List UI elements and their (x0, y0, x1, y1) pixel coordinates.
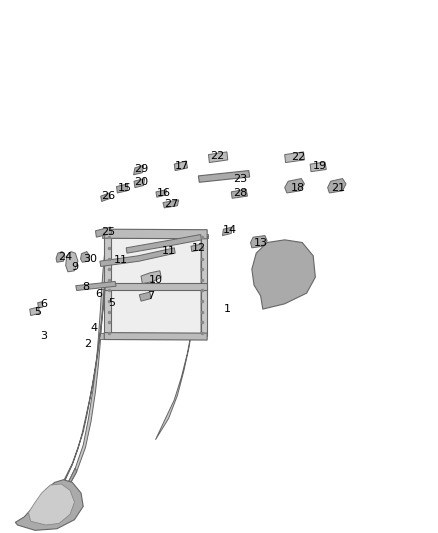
Text: 11: 11 (113, 255, 127, 265)
Text: 3: 3 (40, 331, 47, 341)
Polygon shape (35, 284, 105, 522)
Polygon shape (191, 244, 202, 252)
Polygon shape (139, 292, 151, 301)
Polygon shape (104, 333, 207, 340)
Polygon shape (285, 152, 304, 163)
Text: 14: 14 (223, 225, 237, 235)
Text: 4: 4 (91, 323, 98, 333)
Polygon shape (134, 165, 144, 175)
Polygon shape (66, 252, 78, 272)
Text: 22: 22 (291, 152, 305, 162)
Polygon shape (252, 240, 315, 309)
Text: 9: 9 (71, 262, 78, 271)
Text: 17: 17 (175, 161, 189, 171)
Text: 21: 21 (331, 183, 345, 192)
Text: 2: 2 (84, 339, 91, 349)
Text: 23: 23 (233, 174, 247, 183)
Polygon shape (126, 235, 201, 253)
Polygon shape (310, 162, 326, 172)
Polygon shape (104, 236, 111, 335)
Polygon shape (223, 227, 232, 236)
Polygon shape (208, 152, 228, 163)
Polygon shape (28, 484, 74, 525)
Polygon shape (201, 236, 207, 336)
Polygon shape (38, 302, 43, 308)
Polygon shape (30, 307, 39, 316)
Text: 24: 24 (58, 252, 72, 262)
Text: 6: 6 (40, 299, 47, 309)
Polygon shape (95, 227, 112, 237)
Polygon shape (76, 281, 116, 290)
Text: 30: 30 (83, 254, 97, 263)
Text: 19: 19 (313, 161, 327, 171)
Polygon shape (174, 161, 187, 171)
Text: 13: 13 (254, 238, 268, 247)
Text: 28: 28 (233, 188, 247, 198)
Polygon shape (285, 179, 304, 193)
Text: 1: 1 (224, 304, 231, 314)
Polygon shape (22, 468, 77, 522)
Text: 16: 16 (157, 188, 171, 198)
Polygon shape (111, 236, 201, 336)
Text: 7: 7 (148, 291, 155, 301)
Polygon shape (100, 248, 175, 266)
Polygon shape (231, 189, 247, 198)
Polygon shape (104, 229, 207, 239)
Polygon shape (163, 200, 179, 208)
Polygon shape (156, 190, 166, 197)
Polygon shape (101, 284, 206, 289)
Polygon shape (134, 179, 145, 188)
Text: 22: 22 (210, 151, 224, 160)
Text: 26: 26 (102, 191, 116, 201)
Polygon shape (101, 193, 110, 201)
Text: 5: 5 (108, 298, 115, 308)
Text: 8: 8 (82, 282, 89, 292)
Text: 29: 29 (134, 165, 148, 174)
Polygon shape (81, 252, 90, 262)
Text: 10: 10 (148, 275, 162, 285)
Polygon shape (44, 235, 108, 512)
Polygon shape (108, 231, 204, 236)
Text: 20: 20 (134, 177, 148, 187)
Text: 25: 25 (102, 227, 116, 237)
Text: 18: 18 (291, 183, 305, 192)
Text: 15: 15 (118, 183, 132, 192)
Polygon shape (56, 252, 65, 262)
Polygon shape (104, 282, 207, 290)
Polygon shape (102, 234, 208, 238)
Text: 5: 5 (34, 307, 41, 317)
Polygon shape (141, 271, 161, 284)
Polygon shape (251, 236, 267, 248)
Text: 27: 27 (165, 199, 179, 208)
Polygon shape (15, 480, 83, 530)
Polygon shape (99, 333, 204, 339)
Polygon shape (155, 236, 204, 440)
Polygon shape (198, 171, 250, 182)
Text: 11: 11 (162, 246, 176, 255)
Polygon shape (117, 184, 128, 193)
Text: 6: 6 (95, 289, 102, 299)
Text: 12: 12 (192, 243, 206, 253)
Polygon shape (328, 179, 346, 193)
